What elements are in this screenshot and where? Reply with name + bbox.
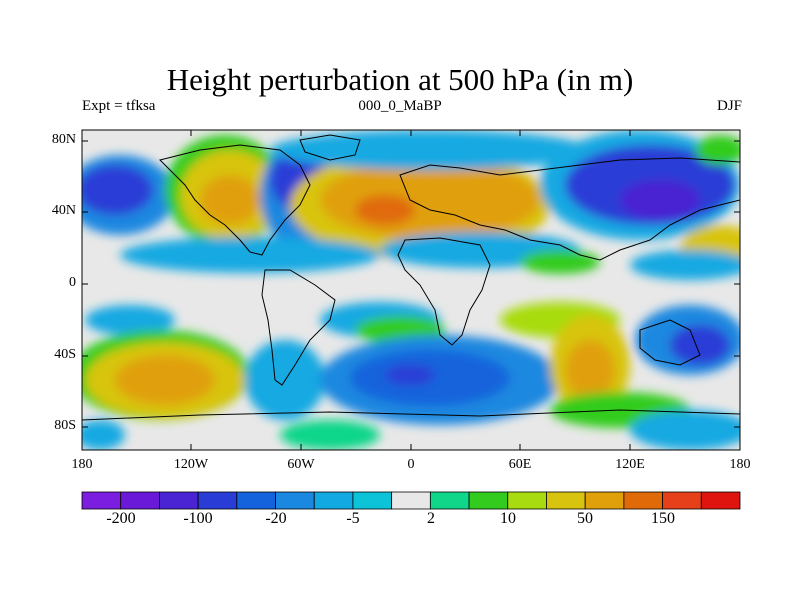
field-contours [82,130,740,450]
colorbar-box [546,491,586,510]
colorbar-box [236,491,276,510]
colorbar-label: -100 [183,510,213,527]
plot-title: Height perturbation at 500 hPa (in m) [166,62,634,97]
x-tick-label: 180 [71,457,93,472]
colorbar-box [429,491,470,510]
colorbar-label: 150 [651,510,675,527]
colorbar-box [159,491,199,510]
y-tick-label: 0 [69,275,76,290]
season-label: DJF [716,98,742,114]
x-tick-label: 60W [287,457,315,472]
experiment-label: Expt = tfksa [82,98,156,114]
y-tick-label: 40S [54,347,76,362]
colorbar-box [623,491,663,510]
x-tick-label: 120W [173,457,209,472]
colorbar-box [662,491,702,510]
colorbar-box [313,491,354,510]
colorbar-label: -5 [346,510,360,527]
y-tick-label: 80S [54,418,76,433]
colorbar-box [468,491,509,510]
colorbar-box [391,491,431,510]
colorbar-label: 2 [427,510,435,527]
colorbar [81,491,741,510]
colorbar-box [120,491,160,510]
x-tick-label: 120E [615,457,645,472]
coastlines [82,134,740,421]
x-tick-label: 180 [729,457,751,472]
colorbar-box [197,491,238,510]
colorbar-box [81,491,122,510]
x-tick-label: 0 [407,457,415,472]
axis-ticks [82,130,740,450]
colorbar-label: 10 [500,510,516,527]
colorbar-box [700,491,741,510]
colorbar-box [584,491,625,510]
colorbar-label: -200 [106,510,136,527]
period-label: 000_0_MaBP [358,98,442,114]
colorbar-box [352,491,393,510]
colorbar-box [275,491,315,510]
y-tick-label: 40N [51,203,76,218]
colorbar-box [507,491,547,510]
x-tick-label: 60E [508,457,532,472]
y-tick-label: 80N [51,132,76,147]
colorbar-label: 50 [577,510,593,527]
colorbar-label: -20 [265,510,287,527]
